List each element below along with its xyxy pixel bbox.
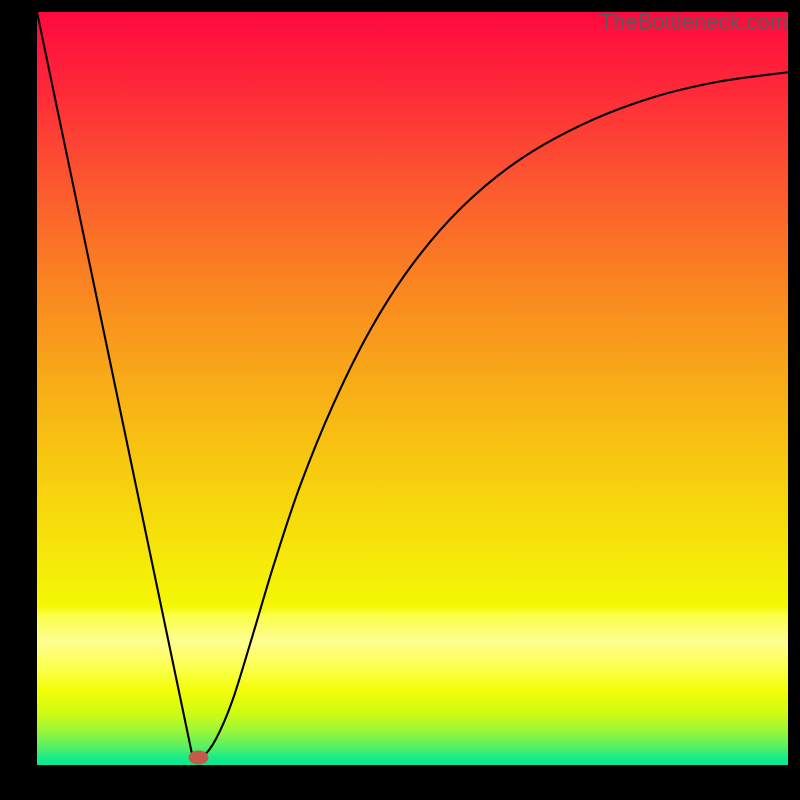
plot-svg — [37, 12, 788, 765]
chart-stage: TheBottleneck.com — [0, 0, 800, 800]
optimal-point-marker — [188, 750, 208, 764]
gradient-background — [37, 12, 788, 765]
watermark-text: TheBottleneck.com — [600, 9, 788, 35]
